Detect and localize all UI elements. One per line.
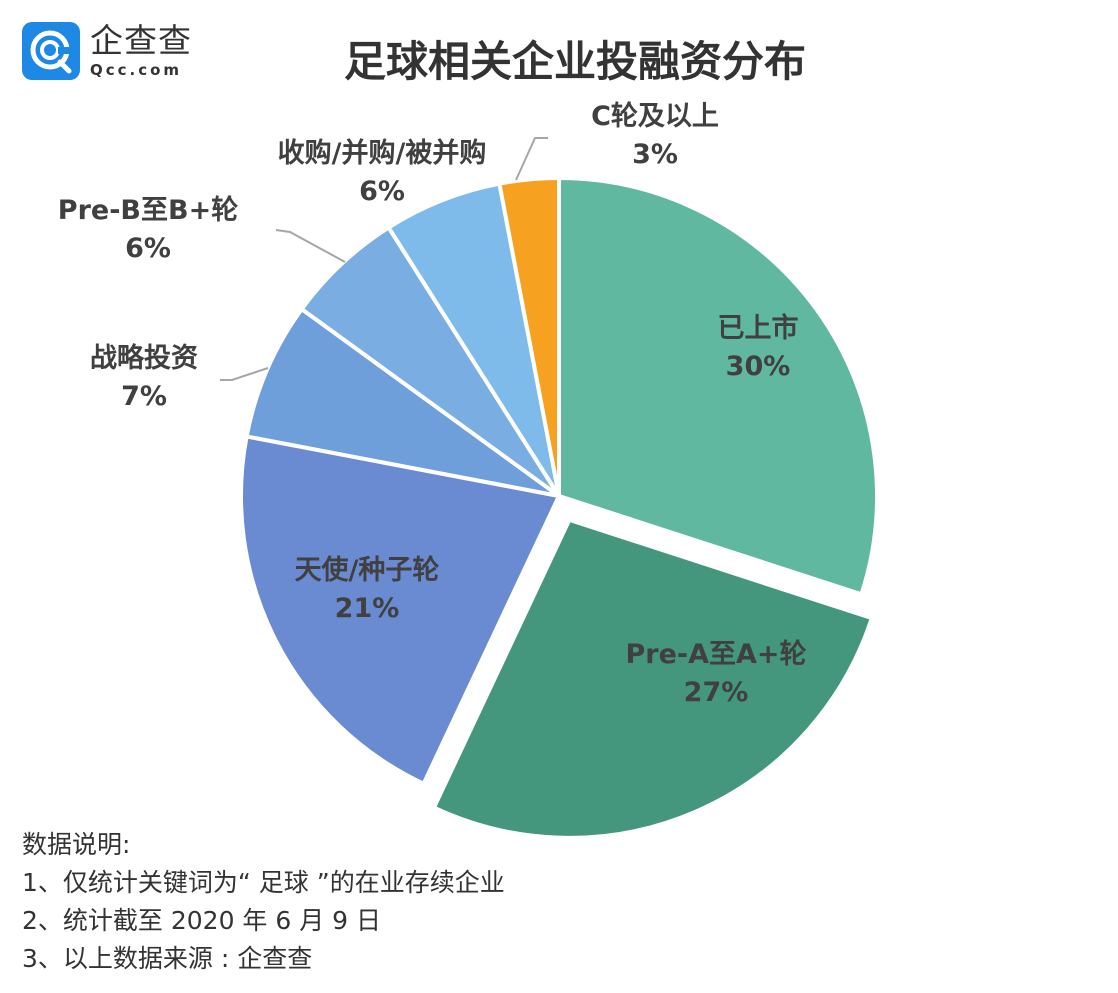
label-pre-a: Pre-A至A+轮 27% bbox=[625, 636, 806, 712]
label-c-round: C轮及以上 3% bbox=[591, 98, 719, 174]
label-pct: 21% bbox=[334, 593, 400, 624]
pie-slice bbox=[497, 176, 561, 498]
label-pct: 27% bbox=[683, 677, 749, 708]
logo-cn-text: 企查查 bbox=[90, 21, 192, 60]
label-pre-b: Pre-B至B+轮 6% bbox=[58, 192, 238, 268]
label-name: C轮及以上 bbox=[591, 101, 719, 132]
data-notes: 数据说明: 1、仅统计关键词为“ 足球 ”的在业存续企业 2、统计截至 2020… bbox=[22, 826, 505, 978]
pie-slice bbox=[239, 434, 561, 786]
label-strategic: 战略投资 7% bbox=[90, 340, 198, 416]
logo-en-text: Qcc.com bbox=[90, 61, 183, 79]
pie-slice bbox=[386, 181, 561, 498]
label-pct: 6% bbox=[359, 176, 405, 207]
label-angel: 天使/种子轮 21% bbox=[295, 552, 440, 628]
pie-slice bbox=[557, 176, 879, 597]
label-name: 收购/并购/被并购 bbox=[277, 138, 487, 169]
label-pct: 6% bbox=[125, 233, 171, 264]
label-pct: 3% bbox=[632, 139, 678, 170]
qcc-logo-icon bbox=[22, 22, 80, 80]
pie-slice bbox=[299, 225, 561, 498]
label-name: 战略投资 bbox=[90, 343, 198, 374]
label-acquisition: 收购/并购/被并购 6% bbox=[278, 135, 487, 211]
notes-line-1: 1、仅统计关键词为“ 足球 ”的在业存续企业 bbox=[22, 868, 505, 897]
notes-heading: 数据说明: bbox=[22, 830, 131, 859]
chart-title: 足球相关企业投融资分布 bbox=[343, 37, 806, 86]
label-pct: 30% bbox=[725, 351, 791, 382]
label-name: Pre-A至A+轮 bbox=[625, 639, 807, 670]
label-name: 天使/种子轮 bbox=[294, 555, 440, 586]
leader-line-strategic bbox=[220, 367, 269, 381]
label-listed: 已上市 30% bbox=[718, 310, 799, 386]
label-name: 已上市 bbox=[717, 313, 799, 344]
notes-line-2: 2、统计截至 2020 年 6 月 9 日 bbox=[22, 906, 382, 935]
qcc-logo: 企查查 Qcc.com bbox=[22, 22, 192, 80]
leader-line-pre-b bbox=[275, 229, 346, 263]
notes-line-3: 3、以上数据来源 : 企查查 bbox=[22, 944, 313, 973]
pie-slice bbox=[431, 517, 874, 840]
label-name: Pre-B至B+轮 bbox=[57, 195, 239, 226]
label-pct: 7% bbox=[121, 381, 167, 412]
leader-line-c-round bbox=[515, 137, 548, 181]
pie-slice bbox=[244, 307, 561, 498]
